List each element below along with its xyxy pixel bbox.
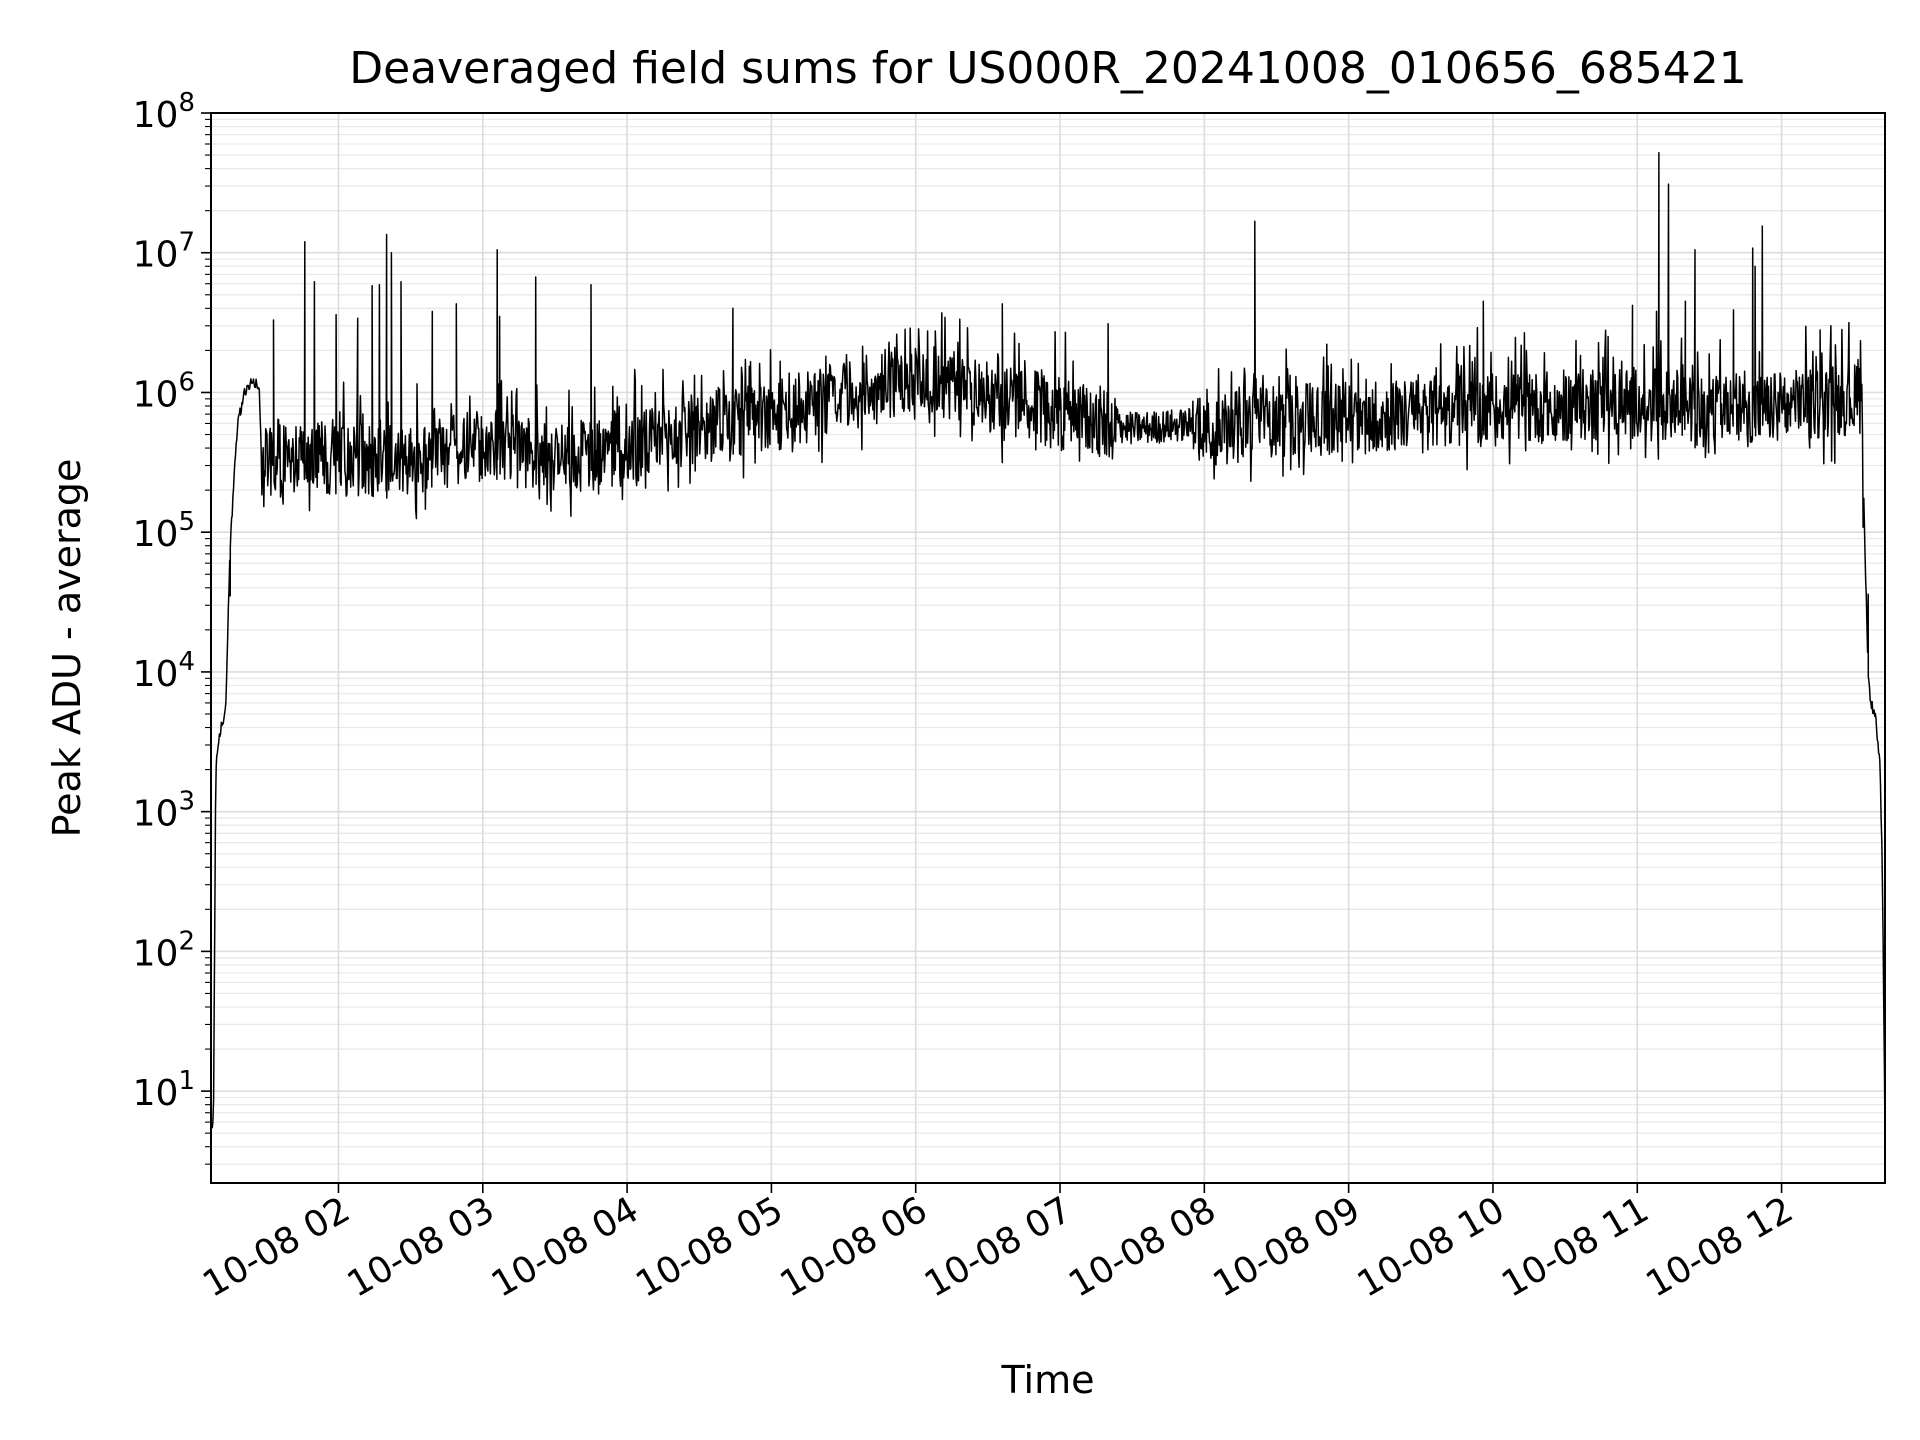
y-tick-label: 106 [133, 367, 195, 415]
series-line [211, 151, 1885, 1138]
y-axis-label: Peak ADU - average [45, 459, 89, 838]
plot-background [211, 113, 1885, 1183]
y-tick-label: 107 [133, 228, 195, 276]
y-tick-label: 108 [133, 88, 195, 136]
y-tick-label: 101 [133, 1066, 195, 1114]
data-series [211, 151, 1885, 1138]
y-tick-label: 103 [133, 787, 195, 835]
x-axis-label: Time [1001, 1358, 1095, 1402]
y-axis-ticks: 101 102 103 104 105 106 107 108 [133, 88, 211, 1165]
y-tick-label: 102 [133, 926, 195, 974]
y-tick-label: 104 [133, 647, 195, 695]
y-tick-label: 105 [133, 507, 195, 555]
minor-gridlines [211, 118, 1885, 1165]
plot-frame [210, 112, 1886, 1184]
chart-title: Deaveraged field sums for US000R_2024100… [349, 43, 1747, 94]
major-gridlines [211, 112, 1885, 1183]
